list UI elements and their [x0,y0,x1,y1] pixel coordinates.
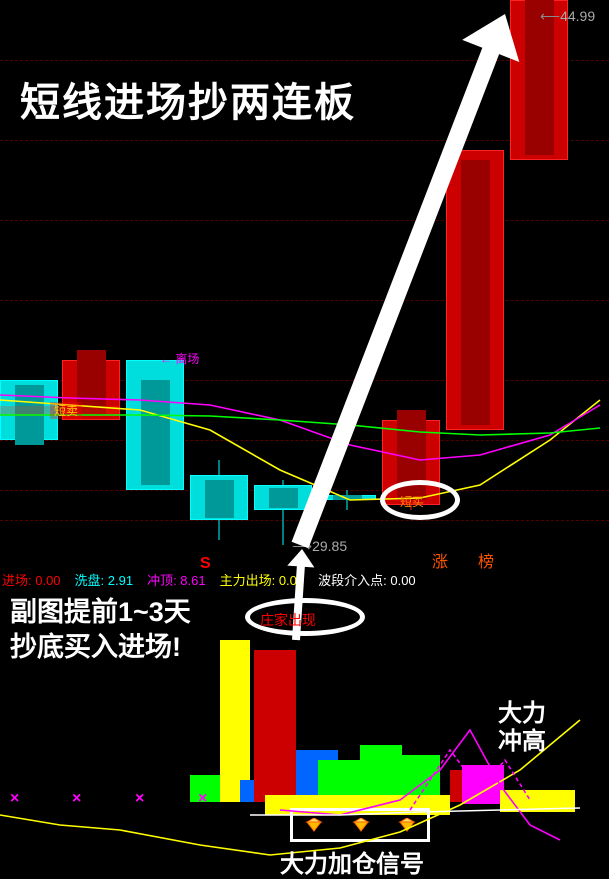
bottom-signal-label: 大力加仓信号 [280,844,424,879]
info-item: 洗盘: 2.91 [75,570,134,589]
chart-label: S [200,555,211,573]
signal-box [290,808,430,842]
sub-bar [254,650,296,802]
x-marker: × [198,790,207,808]
x-marker: × [135,790,144,808]
zhuang-label: 庄家出现 [260,610,316,630]
candle [510,0,568,560]
info-item: 主力出场: 0.00 [220,570,305,589]
price-low-label: ⟶29.85 [292,538,347,555]
right-strong-label: 大力冲高 [498,700,553,755]
chart-label: 短卖 [50,402,82,419]
sub-bar [500,790,575,812]
sub-bar [220,640,250,802]
info-item: 冲顶: 8.61 [147,570,206,589]
main-title: 短线进场抄两连板 [20,70,356,128]
sub-bar [360,745,402,802]
zhang-label: 涨 [432,554,448,571]
highlight-ellipse [380,480,460,520]
x-marker: × [10,790,19,808]
info-item: 波段介入点: 0.00 [318,570,416,589]
candle [446,0,504,560]
info-item: 进场: 0.00 [2,570,61,589]
price-high-label: ⟵44.99 [540,8,595,25]
bang-label: 榜 [478,554,494,571]
sub-title: 副图提前1~3天 抄底买入进场! [10,595,191,665]
indicator-info-bar: 进场: 0.00 洗盘: 2.91 冲顶: 8.61 主力出场: 0.00 波段介入点:… [0,570,609,589]
sub-bar [462,765,504,804]
x-marker: × [72,790,81,808]
candle [382,0,440,560]
chart-label: ← 离场 [160,350,199,367]
